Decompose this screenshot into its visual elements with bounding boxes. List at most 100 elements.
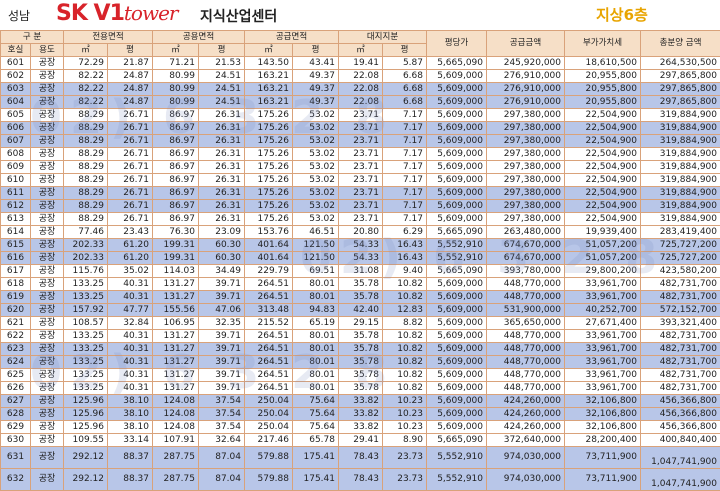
cell-exclusive-m2: 133.25 — [64, 291, 108, 304]
cell-supply-m2: 264.51 — [245, 356, 293, 369]
cell-exclusive-m2: 109.55 — [64, 434, 108, 447]
cell-supply-pyeong: 94.83 — [293, 304, 339, 317]
cell-supply-pyeong: 49.37 — [293, 70, 339, 83]
header-total-price: 총분양 금액 — [641, 31, 720, 57]
cell-common-pyeong: 60.30 — [199, 252, 245, 265]
cell-land-m2: 33.82 — [339, 408, 383, 421]
cell-price-per-pyeong: 5,609,000 — [427, 109, 487, 122]
cell-supply-m2: 401.64 — [245, 252, 293, 265]
cell-exclusive-m2: 88.29 — [64, 135, 108, 148]
cell-unit: 617 — [1, 265, 31, 278]
cell-use: 공장 — [31, 369, 64, 382]
cell-land-pyeong: 6.29 — [383, 226, 427, 239]
cell-exclusive-pyeong: 26.71 — [108, 187, 153, 200]
cell-exclusive-m2: 133.25 — [64, 278, 108, 291]
cell-vat: 22,504,900 — [565, 200, 641, 213]
cell-common-pyeong: 26.31 — [199, 213, 245, 226]
cell-exclusive-pyeong: 40.31 — [108, 330, 153, 343]
cell-common-pyeong: 26.31 — [199, 200, 245, 213]
cell-land-m2: 54.33 — [339, 239, 383, 252]
cell-common-m2: 86.97 — [153, 174, 199, 187]
cell-use: 공장 — [31, 239, 64, 252]
cell-exclusive-pyeong: 38.10 — [108, 395, 153, 408]
cell-land-pyeong: 7.17 — [383, 213, 427, 226]
cell-use: 공장 — [31, 434, 64, 447]
cell-land-pyeong: 16.43 — [383, 239, 427, 252]
cell-land-m2: 23.71 — [339, 109, 383, 122]
header-exclusive-m2: ㎡ — [64, 44, 108, 57]
cell-land-pyeong: 7.17 — [383, 200, 427, 213]
cell-land-m2: 23.71 — [339, 161, 383, 174]
cell-unit: 602 — [1, 70, 31, 83]
cell-unit: 623 — [1, 343, 31, 356]
cell-supply-amount: 674,670,000 — [487, 239, 565, 252]
cell-land-pyeong: 7.17 — [383, 122, 427, 135]
cell-vat: 22,504,900 — [565, 161, 641, 174]
cell-vat: 20,955,800 — [565, 96, 641, 109]
cell-unit: 627 — [1, 395, 31, 408]
cell-price-per-pyeong: 5,665,090 — [427, 265, 487, 278]
cell-supply-amount: 297,380,000 — [487, 187, 565, 200]
cell-common-m2: 131.27 — [153, 291, 199, 304]
brand-logo-main: SK V1 — [56, 1, 124, 26]
cell-price-per-pyeong: 5,609,000 — [427, 369, 487, 382]
cell-supply-amount: 974,030,000 — [487, 447, 565, 469]
cell-supply-pyeong: 121.50 — [293, 239, 339, 252]
cell-vat: 51,057,200 — [565, 252, 641, 265]
cell-common-m2: 155.56 — [153, 304, 199, 317]
cell-total-price: 456,366,800 — [641, 408, 720, 421]
cell-common-m2: 124.08 — [153, 408, 199, 421]
cell-total-price: 393,321,400 — [641, 317, 720, 330]
cell-supply-amount: 424,260,000 — [487, 421, 565, 434]
brand-logo: SK V1tower — [56, 1, 177, 26]
cell-exclusive-pyeong: 21.87 — [108, 57, 153, 70]
cell-exclusive-m2: 82.22 — [64, 96, 108, 109]
header-vat: 부가가치세 — [565, 31, 641, 57]
header-common-area: 공용면적 — [153, 31, 245, 44]
cell-supply-m2: 264.51 — [245, 330, 293, 343]
cell-land-m2: 29.41 — [339, 434, 383, 447]
cell-land-pyeong: 6.68 — [383, 96, 427, 109]
cell-supply-pyeong: 53.02 — [293, 122, 339, 135]
cell-price-per-pyeong: 5,609,000 — [427, 382, 487, 395]
cell-price-per-pyeong: 5,609,000 — [427, 83, 487, 96]
cell-vat: 73,711,900 — [565, 469, 641, 491]
cell-exclusive-m2: 88.29 — [64, 109, 108, 122]
cell-supply-amount: 263,480,000 — [487, 226, 565, 239]
cell-vat: 33,961,700 — [565, 369, 641, 382]
cell-supply-amount: 393,780,000 — [487, 265, 565, 278]
cell-total-price: 482,731,700 — [641, 382, 720, 395]
cell-total-price: 400,840,400 — [641, 434, 720, 447]
cell-total-price: 319,884,900 — [641, 122, 720, 135]
cell-exclusive-pyeong: 40.31 — [108, 291, 153, 304]
cell-supply-m2: 175.26 — [245, 109, 293, 122]
cell-unit: 605 — [1, 109, 31, 122]
cell-land-m2: 22.08 — [339, 96, 383, 109]
cell-vat: 33,961,700 — [565, 356, 641, 369]
cell-total-price: 319,884,900 — [641, 213, 720, 226]
header-exclusive-pyeong: 평 — [108, 44, 153, 57]
cell-supply-amount: 448,770,000 — [487, 382, 565, 395]
cell-exclusive-pyeong: 24.87 — [108, 96, 153, 109]
cell-common-pyeong: 26.31 — [199, 135, 245, 148]
cell-supply-amount: 424,260,000 — [487, 408, 565, 421]
cell-common-pyeong: 37.54 — [199, 408, 245, 421]
cell-total-price: 482,731,700 — [641, 291, 720, 304]
cell-vat: 22,504,900 — [565, 135, 641, 148]
cell-land-m2: 35.78 — [339, 330, 383, 343]
cell-supply-m2: 579.88 — [245, 447, 293, 469]
cell-use: 공장 — [31, 213, 64, 226]
cell-use: 공장 — [31, 421, 64, 434]
cell-use: 공장 — [31, 265, 64, 278]
cell-total-price: 319,884,900 — [641, 148, 720, 161]
cell-supply-m2: 217.46 — [245, 434, 293, 447]
cell-use: 공장 — [31, 408, 64, 421]
cell-land-pyeong: 10.23 — [383, 421, 427, 434]
